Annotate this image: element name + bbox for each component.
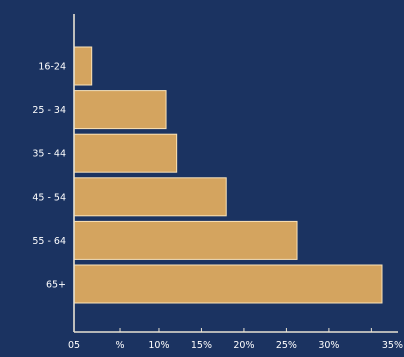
- x-tick-label: %: [116, 340, 125, 351]
- category-label: 16-24: [38, 62, 66, 73]
- bar-55-64: [73, 220, 298, 260]
- category-label: 25 - 34: [32, 105, 66, 116]
- x-tick-label: 30%: [318, 340, 339, 351]
- category-label: 45 - 54: [32, 192, 66, 203]
- category-label: 65+: [46, 280, 66, 291]
- x-tick-label: 05: [68, 340, 80, 351]
- bar-35-44: [73, 133, 178, 173]
- x-tick-label: 25%: [276, 340, 297, 351]
- x-tick-label: 15%: [191, 340, 212, 351]
- axes-group: [73, 14, 398, 333]
- x-tick-label: 20%: [233, 340, 254, 351]
- x-tick-label: 35%: [382, 340, 403, 351]
- x-tick-label: 10%: [148, 340, 169, 351]
- category-label: 55 - 64: [32, 236, 66, 247]
- tick-labels: 05% 10% 15% 20% 25% 30% 35%: [68, 340, 403, 351]
- category-labels: 16-24 25 - 34 35 - 44 45 - 54 55 - 64 65+: [32, 62, 66, 291]
- category-label: 35 - 44: [32, 149, 66, 160]
- bar-45-54: [73, 177, 227, 217]
- bar-65+: [73, 264, 383, 304]
- bars-group: [73, 46, 383, 304]
- bar-16-24: [73, 46, 93, 86]
- bar-25-34: [73, 90, 167, 130]
